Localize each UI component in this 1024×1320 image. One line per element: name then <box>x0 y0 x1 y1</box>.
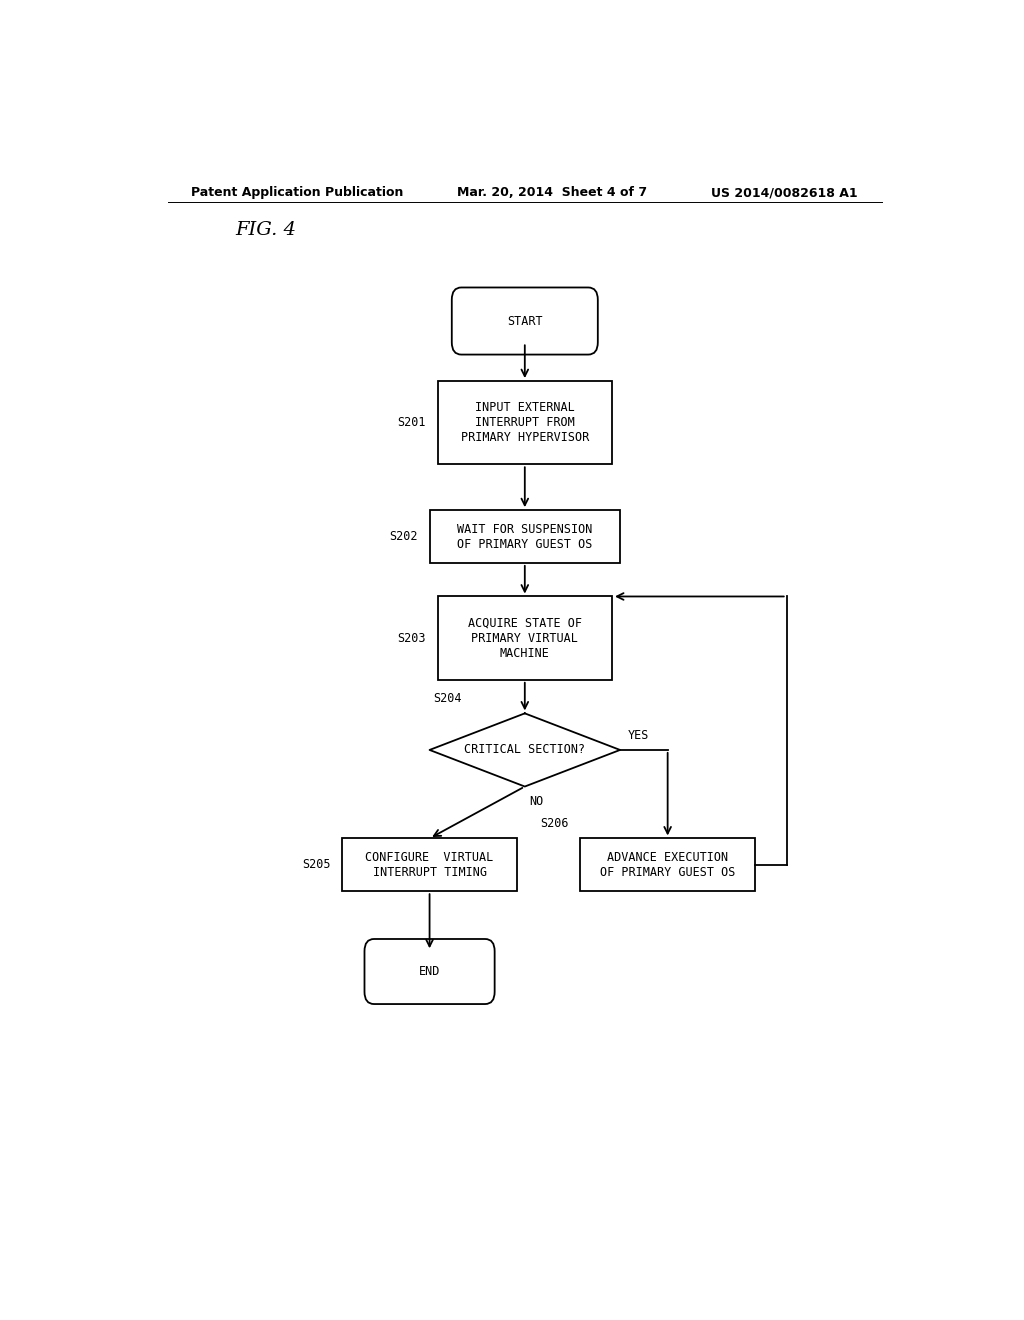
Text: CONFIGURE  VIRTUAL
INTERRUPT TIMING: CONFIGURE VIRTUAL INTERRUPT TIMING <box>366 851 494 879</box>
Text: ADVANCE EXECUTION
OF PRIMARY GUEST OS: ADVANCE EXECUTION OF PRIMARY GUEST OS <box>600 851 735 879</box>
Text: INPUT EXTERNAL
INTERRUPT FROM
PRIMARY HYPERVISOR: INPUT EXTERNAL INTERRUPT FROM PRIMARY HY… <box>461 401 589 444</box>
Text: US 2014/0082618 A1: US 2014/0082618 A1 <box>712 186 858 199</box>
FancyBboxPatch shape <box>365 939 495 1005</box>
Polygon shape <box>430 713 620 787</box>
Text: ACQUIRE STATE OF
PRIMARY VIRTUAL
MACHINE: ACQUIRE STATE OF PRIMARY VIRTUAL MACHINE <box>468 616 582 660</box>
Text: YES: YES <box>628 729 649 742</box>
Text: WAIT FOR SUSPENSION
OF PRIMARY GUEST OS: WAIT FOR SUSPENSION OF PRIMARY GUEST OS <box>457 523 593 550</box>
Text: Patent Application Publication: Patent Application Publication <box>191 186 403 199</box>
Bar <box>430 510 621 562</box>
Text: S203: S203 <box>397 632 426 644</box>
Text: END: END <box>419 965 440 978</box>
Bar <box>581 838 755 891</box>
Text: START: START <box>507 314 543 327</box>
Bar <box>342 838 517 891</box>
Bar <box>437 381 612 465</box>
Text: S206: S206 <box>540 817 568 830</box>
Text: S205: S205 <box>302 858 331 871</box>
Text: S204: S204 <box>433 692 462 705</box>
FancyBboxPatch shape <box>452 288 598 355</box>
Text: S202: S202 <box>389 531 418 543</box>
Bar <box>437 597 612 680</box>
Text: S201: S201 <box>397 416 426 429</box>
Text: Mar. 20, 2014  Sheet 4 of 7: Mar. 20, 2014 Sheet 4 of 7 <box>458 186 647 199</box>
Text: NO: NO <box>528 795 543 808</box>
Text: FIG. 4: FIG. 4 <box>236 220 296 239</box>
Text: CRITICAL SECTION?: CRITICAL SECTION? <box>464 743 586 756</box>
